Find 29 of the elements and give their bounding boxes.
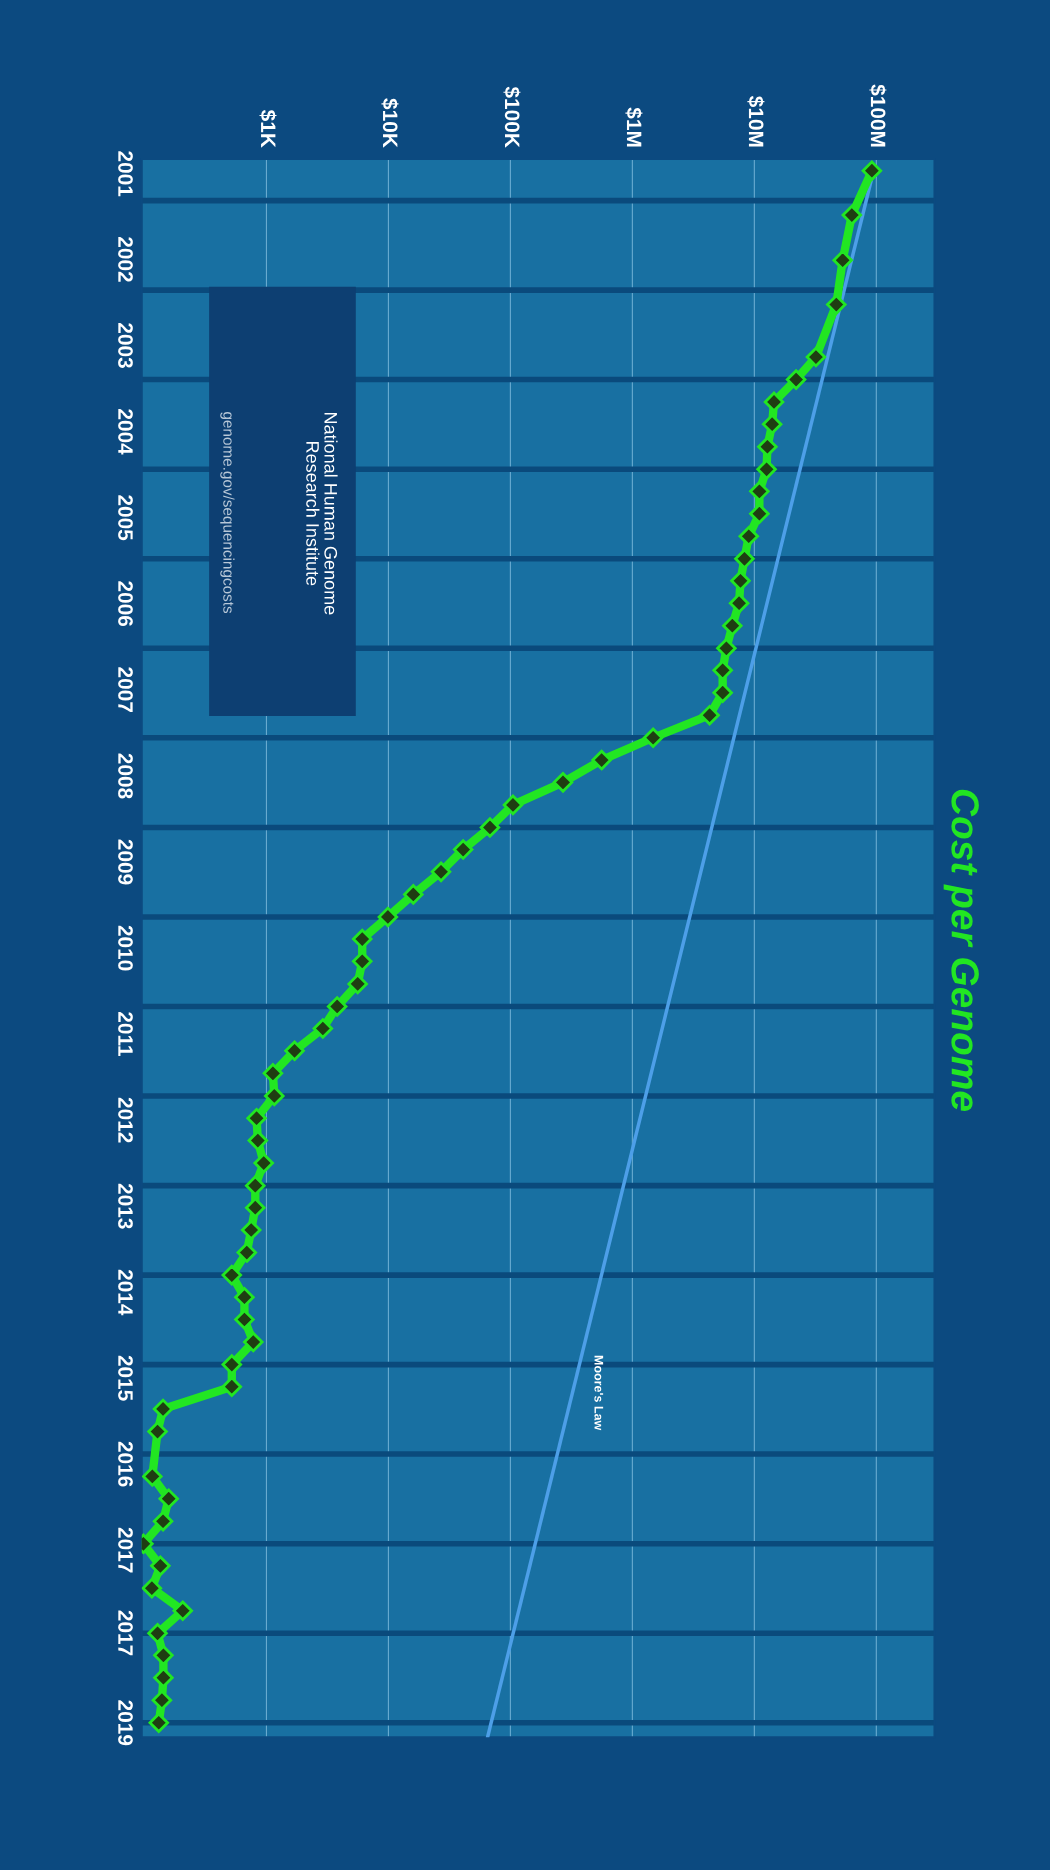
x-tick-label: $10M bbox=[747, 96, 765, 147]
y-tick-label: 2002 bbox=[118, 237, 133, 282]
y-tick-label: 2015 bbox=[118, 1355, 133, 1401]
y-tick-label: 2004 bbox=[118, 409, 133, 455]
y-tick-label: 2008 bbox=[118, 753, 133, 799]
x-tick-label: $1K bbox=[259, 109, 277, 148]
y-tick-label: 2003 bbox=[118, 323, 133, 368]
x-tick-label: $100M bbox=[869, 84, 887, 147]
y-tick-label: 2006 bbox=[118, 581, 133, 627]
y-tick-label: 2016 bbox=[118, 1441, 133, 1487]
y-tick-label: 2017 bbox=[118, 1527, 133, 1573]
text: Cost per Genome bbox=[943, 789, 979, 1111]
y-tick-label: 2012 bbox=[118, 1097, 133, 1143]
y-tick-label: 2005 bbox=[118, 495, 133, 541]
y-tick-label: 2007 bbox=[118, 667, 133, 712]
x-tick-label: $100K bbox=[503, 86, 521, 148]
y-tick-label: 2013 bbox=[118, 1183, 133, 1229]
text: Moore's Law bbox=[594, 1355, 604, 1431]
y-tick-label: 2014 bbox=[118, 1269, 133, 1316]
x-tick-label: $10K bbox=[381, 98, 399, 148]
x-tick-label: $1M bbox=[625, 107, 643, 147]
annotation: genome.gov/sequencingcosts bbox=[220, 412, 235, 614]
annotation: National Human Genome Research Institute bbox=[306, 412, 338, 615]
y-tick-label: 2009 bbox=[118, 839, 133, 885]
y-tick-label: 2011 bbox=[118, 1012, 133, 1056]
y-tick-label: 2017 bbox=[118, 1610, 133, 1656]
y-tick-label: 2019 bbox=[118, 1700, 133, 1746]
y-tick-label: 2001 bbox=[118, 151, 133, 197]
y-tick-label: 2010 bbox=[118, 925, 133, 971]
